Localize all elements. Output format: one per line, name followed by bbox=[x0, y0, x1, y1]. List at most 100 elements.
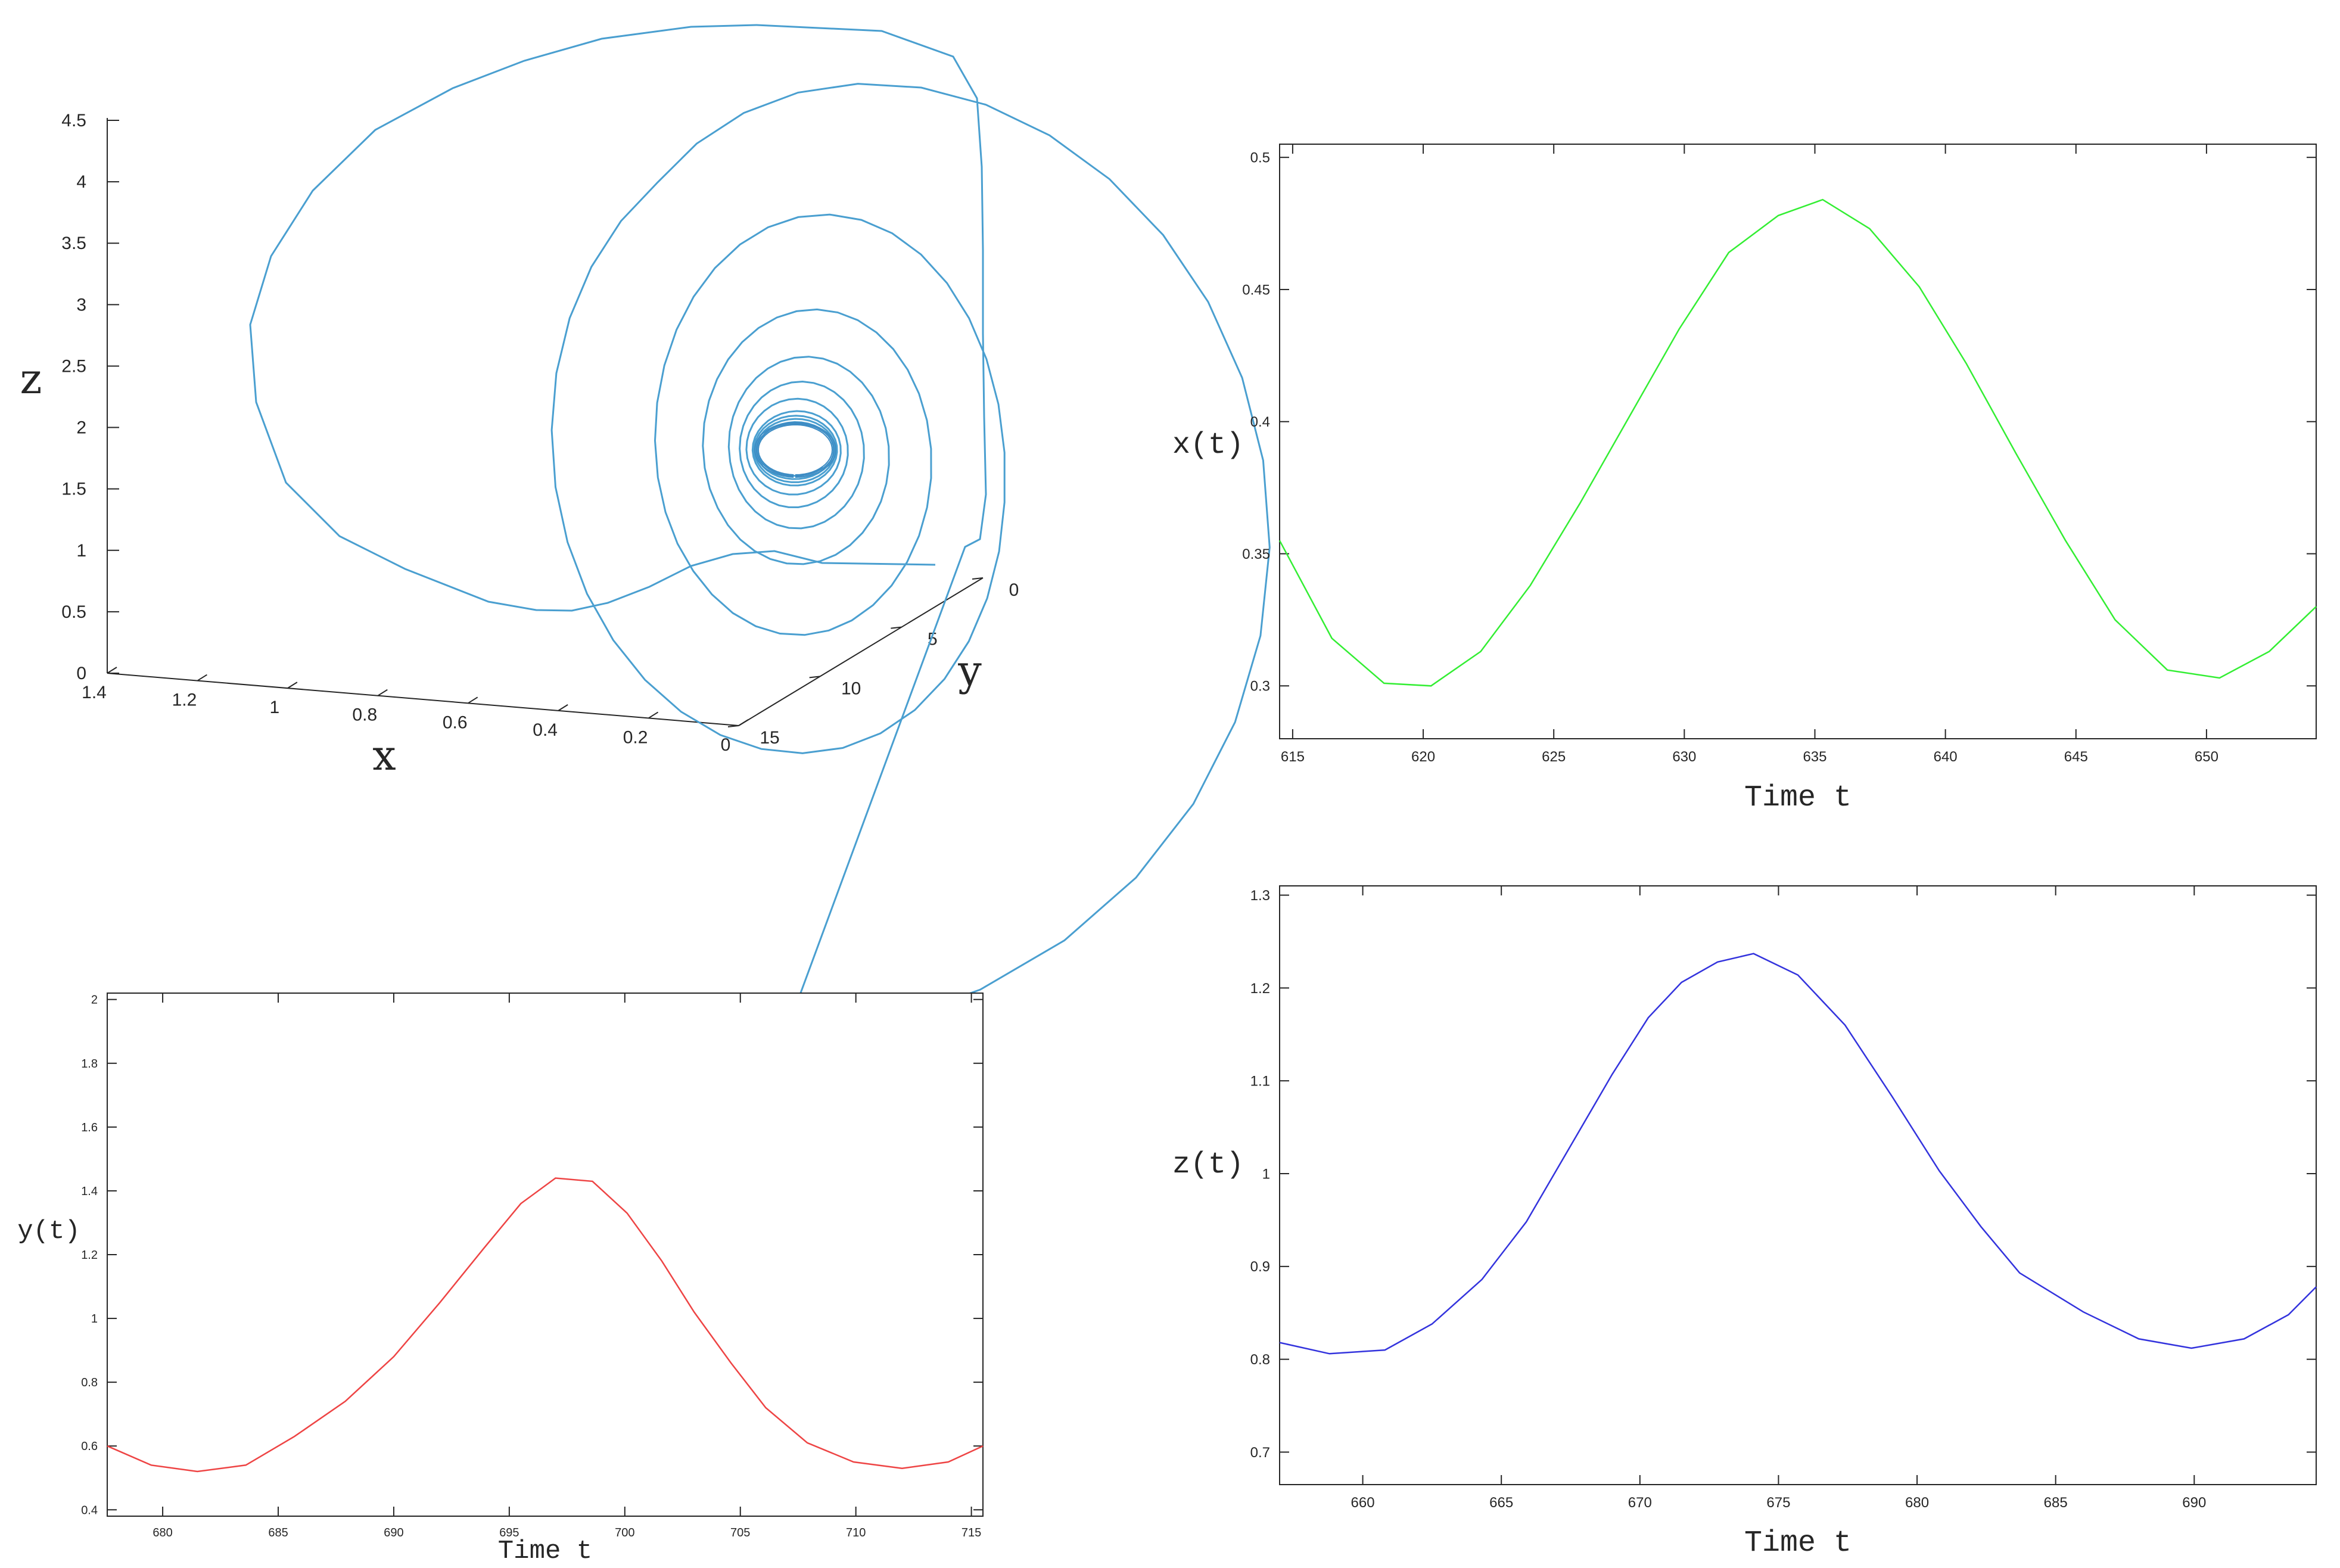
x-tick-mark bbox=[738, 719, 749, 726]
x-tick-mark bbox=[377, 689, 388, 696]
y-tick-label: 1.1 bbox=[1250, 1074, 1270, 1090]
x-tick-label: 685 bbox=[268, 1526, 288, 1539]
y-tick-label: 0.8 bbox=[81, 1376, 98, 1389]
x-tick-label: 670 bbox=[1628, 1495, 1652, 1511]
x-tick-label: 0.2 bbox=[623, 727, 648, 747]
y-tick-label: 0.8 bbox=[1250, 1352, 1270, 1368]
x-tick-label: 685 bbox=[2044, 1495, 2068, 1511]
x-tick-label: 680 bbox=[153, 1526, 172, 1539]
series-line bbox=[1279, 953, 2317, 1355]
y-tick-label: 15 bbox=[760, 728, 779, 748]
x-tick-label: 700 bbox=[615, 1526, 634, 1539]
x-tick-label: 705 bbox=[730, 1526, 750, 1539]
x-tick-label: 615 bbox=[1281, 749, 1305, 765]
y-tick-mark bbox=[727, 725, 739, 727]
y-tick-label: 1.2 bbox=[81, 1249, 98, 1262]
x-axis-label: Time t bbox=[1744, 1526, 1852, 1560]
y-tick-label: 1.2 bbox=[1250, 981, 1270, 997]
panel-x-t: 615 620 625 630 635 640 645 650 0.3 0.35 0.4 0.45 0.… bbox=[1172, 144, 2317, 815]
y-tick-label: 0 bbox=[1009, 580, 1019, 600]
plot-frame bbox=[107, 993, 984, 1517]
y-tick-mark bbox=[891, 626, 902, 629]
x-axis-label: Time t bbox=[498, 1536, 592, 1566]
x-tick-label: 690 bbox=[2182, 1495, 2206, 1511]
phase-trajectory bbox=[249, 24, 1271, 1040]
z-tick-label: 1.5 bbox=[61, 480, 86, 499]
z-tick-label: 0.5 bbox=[61, 602, 86, 622]
z-tick-label: 0 bbox=[76, 664, 86, 683]
x-tick-label: 0.4 bbox=[533, 720, 558, 740]
y-tick-label: 1.3 bbox=[1250, 888, 1270, 904]
panel-y-t: 680 685 690 695 700 705 710 715 0.4 0.6 0.8 1 1.2 1.4… bbox=[17, 993, 984, 1566]
y-tick-label: 0.45 bbox=[1242, 282, 1270, 298]
x-tick-label: 695 bbox=[499, 1526, 519, 1539]
y-tick-label: 1 bbox=[1262, 1166, 1270, 1182]
x-tick-label: 625 bbox=[1542, 749, 1566, 765]
y-tick-label: 0.9 bbox=[1250, 1259, 1270, 1275]
x-tick-mark bbox=[107, 667, 117, 674]
y-tick-mark bbox=[809, 676, 820, 679]
x-tick-label: 650 bbox=[2195, 749, 2218, 765]
y-axis-line bbox=[738, 577, 984, 726]
y-axis-label: x(t) bbox=[1172, 428, 1244, 462]
x-tick-mark bbox=[287, 682, 298, 689]
y-tick-label: 10 bbox=[841, 679, 861, 698]
z-tick-label: 2 bbox=[76, 418, 86, 438]
x-tick-mark bbox=[468, 696, 478, 704]
x-tick-mark bbox=[197, 674, 207, 682]
x-tick-mark bbox=[558, 704, 568, 711]
y-tick-label: 0.4 bbox=[81, 1504, 98, 1517]
z-tick-label: 4 bbox=[76, 172, 86, 192]
x-axis-label: Time t bbox=[1744, 781, 1852, 815]
x-tick-label: 715 bbox=[961, 1526, 981, 1539]
z-tick-label: 4.5 bbox=[61, 111, 86, 130]
x-tick-label: 675 bbox=[1766, 1495, 1790, 1511]
y-axis-label: y bbox=[957, 646, 982, 695]
y-tick-label: 1.8 bbox=[81, 1057, 98, 1071]
x-tick-label: 640 bbox=[1934, 749, 1958, 765]
x-tick-label: 665 bbox=[1489, 1495, 1513, 1511]
y-axis-label: y(t) bbox=[17, 1217, 80, 1246]
x-tick-label: 645 bbox=[2064, 749, 2088, 765]
x-tick-label: 0 bbox=[721, 735, 731, 755]
y-tick-label: 0.3 bbox=[1250, 679, 1270, 695]
plot-frame bbox=[1279, 885, 2317, 1485]
z-tick-label: 3 bbox=[76, 295, 86, 315]
x-tick-label: 0.8 bbox=[352, 705, 377, 725]
y-tick-label: 1.4 bbox=[81, 1185, 98, 1198]
x-tick-label: 635 bbox=[1803, 749, 1826, 765]
x-tick-label: 0.6 bbox=[443, 713, 468, 732]
phase-portrait-3d: 4.543.532.521.510.501.4 1.2 1 0.8 0.6 0.4 0.2 0… bbox=[20, 24, 1271, 1040]
phase-limit-cycle bbox=[754, 421, 837, 478]
z-tick-label: 1 bbox=[76, 541, 86, 561]
y-tick-label: 0.5 bbox=[1250, 150, 1270, 166]
x-tick-mark bbox=[648, 711, 659, 719]
x-tick-label: 1 bbox=[270, 698, 280, 717]
panel-z-t: 660 665 670 675 680 685 690 0.7 0.8 0.9 1 1.1 1.2 1.3… bbox=[1172, 885, 2317, 1560]
x-tick-label: 1.4 bbox=[82, 683, 107, 702]
y-axis-label: z(t) bbox=[1172, 1148, 1244, 1182]
x-axis-line bbox=[107, 673, 739, 726]
x-tick-label: 660 bbox=[1351, 1495, 1375, 1511]
z-tick-label: 2.5 bbox=[61, 356, 86, 376]
z-axis-label: z bbox=[20, 354, 42, 403]
x-tick-label: 1.2 bbox=[172, 690, 197, 710]
x-tick-label: 630 bbox=[1672, 749, 1696, 765]
y-tick-label: 0.7 bbox=[1250, 1445, 1270, 1461]
y-tick-label: 2 bbox=[91, 994, 98, 1007]
x-tick-label: 680 bbox=[1905, 1495, 1929, 1511]
x-tick-label: 620 bbox=[1411, 749, 1435, 765]
x-tick-label: 710 bbox=[846, 1526, 866, 1539]
y-tick-label: 0.4 bbox=[1250, 414, 1270, 430]
y-tick-label: 0.35 bbox=[1242, 546, 1270, 562]
y-tick-label: 0.6 bbox=[81, 1440, 98, 1453]
plot-frame bbox=[1279, 144, 2317, 739]
z-tick-label: 3.5 bbox=[61, 234, 86, 253]
y-tick-label: 1 bbox=[91, 1312, 98, 1326]
y-tick-label: 1.6 bbox=[81, 1121, 98, 1134]
series-line bbox=[107, 1177, 984, 1473]
series-line bbox=[1278, 198, 2317, 687]
y-tick-mark bbox=[972, 577, 984, 580]
x-axis-label: x bbox=[372, 731, 396, 780]
